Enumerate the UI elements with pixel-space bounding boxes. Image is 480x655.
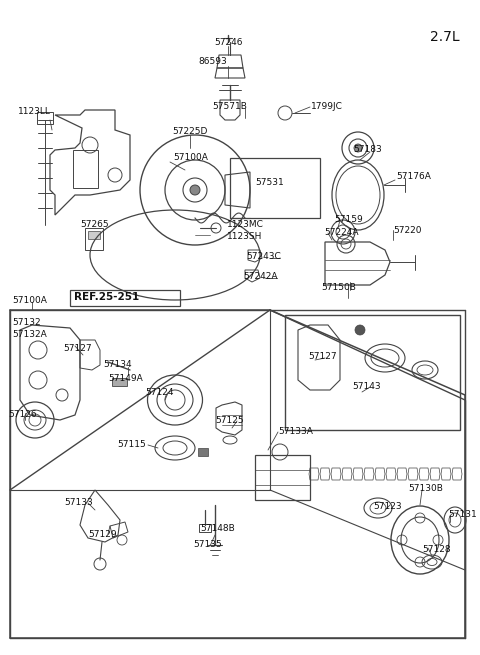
- Bar: [198, 448, 208, 456]
- Text: 57129: 57129: [88, 530, 117, 539]
- Text: 57246: 57246: [214, 38, 242, 47]
- Text: 57149A: 57149A: [108, 374, 143, 383]
- Bar: [230, 158, 320, 218]
- Text: 57242A: 57242A: [243, 272, 277, 281]
- Bar: [88, 231, 100, 239]
- Bar: [37, 112, 53, 124]
- Text: 57133: 57133: [64, 498, 93, 507]
- Circle shape: [355, 325, 365, 335]
- Text: 57183: 57183: [353, 145, 382, 154]
- Text: 57115: 57115: [117, 440, 146, 449]
- Text: 57127: 57127: [63, 344, 92, 353]
- Text: 57123: 57123: [373, 502, 402, 511]
- Text: 57265: 57265: [80, 220, 108, 229]
- Text: 57150B: 57150B: [321, 283, 356, 292]
- Text: 57225D: 57225D: [172, 127, 207, 136]
- Text: 1799JC: 1799JC: [311, 102, 343, 111]
- Text: REF.25-251: REF.25-251: [74, 292, 139, 302]
- Text: 57243C: 57243C: [246, 252, 281, 261]
- Text: 57130B: 57130B: [408, 484, 443, 493]
- Bar: [255, 455, 310, 500]
- Bar: [199, 524, 211, 532]
- Text: 57132A: 57132A: [12, 330, 47, 339]
- Bar: [285, 315, 460, 430]
- Text: 57148B: 57148B: [200, 524, 235, 533]
- Text: 86593: 86593: [198, 57, 227, 66]
- Text: 57133A: 57133A: [278, 427, 313, 436]
- Bar: [112, 378, 127, 386]
- Text: 57224A: 57224A: [324, 228, 359, 237]
- Circle shape: [354, 144, 362, 152]
- Text: 2.7L: 2.7L: [430, 30, 460, 44]
- Bar: [70, 290, 180, 306]
- Text: 57132: 57132: [12, 318, 41, 327]
- Text: 57128: 57128: [422, 545, 451, 554]
- Text: 57143: 57143: [352, 382, 381, 391]
- Text: 57220: 57220: [393, 226, 421, 235]
- Circle shape: [190, 185, 200, 195]
- Text: 57100A: 57100A: [173, 153, 208, 162]
- Text: 1123LL: 1123LL: [18, 107, 51, 116]
- Text: 57159: 57159: [334, 215, 363, 224]
- Text: 57135: 57135: [193, 540, 222, 549]
- Text: 57127: 57127: [308, 352, 336, 361]
- Text: 1123SH: 1123SH: [227, 232, 263, 241]
- Bar: [85, 228, 103, 250]
- Text: 57131: 57131: [448, 510, 477, 519]
- Text: 57531: 57531: [255, 178, 284, 187]
- Text: 57134: 57134: [103, 360, 132, 369]
- Text: 57126: 57126: [8, 410, 36, 419]
- Text: 57571B: 57571B: [212, 102, 247, 111]
- Text: 57100A: 57100A: [12, 296, 47, 305]
- Text: 57124: 57124: [145, 388, 173, 397]
- Text: 57176A: 57176A: [396, 172, 431, 181]
- Text: 1123MC: 1123MC: [227, 220, 264, 229]
- Bar: [73, 150, 98, 188]
- Text: 57125: 57125: [215, 416, 244, 425]
